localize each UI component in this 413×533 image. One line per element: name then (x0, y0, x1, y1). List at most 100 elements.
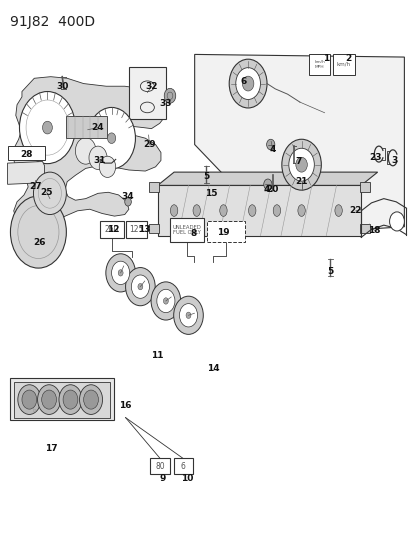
Text: 2: 2 (345, 54, 351, 63)
Bar (14, 382, 110, 418)
Ellipse shape (248, 205, 255, 216)
Circle shape (107, 133, 115, 143)
Text: 13: 13 (138, 225, 150, 234)
Bar (332, 54, 355, 75)
Circle shape (295, 157, 306, 172)
Text: 6: 6 (240, 77, 247, 86)
Text: 32: 32 (145, 82, 157, 91)
Circle shape (125, 268, 155, 306)
Circle shape (75, 138, 96, 164)
Text: 260: 260 (104, 225, 119, 235)
Polygon shape (194, 54, 404, 235)
Circle shape (42, 390, 56, 409)
Text: 31: 31 (94, 156, 106, 165)
Polygon shape (157, 172, 377, 185)
Ellipse shape (273, 205, 280, 216)
Circle shape (179, 304, 197, 327)
Text: 19: 19 (216, 228, 229, 237)
Text: 15: 15 (204, 189, 217, 198)
Text: 12: 12 (107, 225, 119, 234)
Circle shape (389, 212, 404, 231)
Text: 11: 11 (150, 351, 163, 360)
Circle shape (10, 196, 66, 268)
Bar (150, 458, 170, 474)
Text: 21: 21 (294, 177, 307, 186)
Text: 28: 28 (21, 150, 33, 159)
Circle shape (164, 88, 176, 103)
Circle shape (131, 275, 149, 298)
Text: 6: 6 (180, 462, 185, 471)
Bar (174, 458, 192, 474)
Text: 18: 18 (367, 226, 380, 235)
Circle shape (38, 385, 60, 415)
Circle shape (89, 146, 107, 169)
Circle shape (124, 198, 131, 206)
Circle shape (63, 390, 78, 409)
Text: km/h: km/h (336, 62, 350, 67)
Text: km/h
MPH: km/h MPH (313, 60, 324, 69)
Circle shape (19, 92, 75, 164)
Bar (66, 116, 107, 138)
Text: b: b (33, 408, 36, 413)
Text: 23: 23 (368, 154, 381, 163)
Circle shape (185, 312, 190, 318)
Text: 24: 24 (92, 123, 104, 132)
Text: 26: 26 (33, 238, 45, 247)
Bar (125, 221, 147, 238)
Text: 33: 33 (159, 99, 172, 108)
Circle shape (118, 270, 123, 276)
Ellipse shape (170, 205, 177, 216)
Ellipse shape (297, 205, 304, 216)
Text: 29: 29 (143, 140, 155, 149)
Text: 14: 14 (207, 364, 219, 373)
Text: 4: 4 (269, 146, 275, 155)
Text: 34: 34 (121, 192, 134, 201)
Text: 30: 30 (56, 82, 68, 91)
Polygon shape (13, 77, 166, 230)
Bar (100, 221, 123, 238)
Text: 20: 20 (266, 185, 278, 194)
Text: 4: 4 (263, 185, 269, 194)
Bar (148, 223, 159, 233)
Text: 25: 25 (40, 188, 53, 197)
Circle shape (99, 156, 115, 177)
Circle shape (138, 284, 142, 290)
Polygon shape (7, 161, 45, 184)
Bar (359, 223, 369, 233)
Circle shape (157, 289, 175, 313)
Circle shape (59, 385, 82, 415)
Text: 10: 10 (180, 474, 193, 483)
Text: 80: 80 (155, 462, 164, 471)
Bar (206, 221, 244, 242)
Text: 27: 27 (29, 182, 41, 191)
Bar (157, 185, 360, 236)
Circle shape (18, 385, 41, 415)
Text: UNLEADED
FUEL ONLY: UNLEADED FUEL ONLY (172, 224, 201, 235)
Text: 16: 16 (119, 401, 131, 410)
Text: 7: 7 (294, 157, 301, 166)
Text: 5: 5 (202, 172, 209, 181)
Circle shape (83, 390, 98, 409)
Text: 125: 125 (129, 225, 143, 235)
Circle shape (33, 172, 66, 215)
Circle shape (79, 385, 102, 415)
Bar (170, 217, 203, 242)
Text: 91J82  400D: 91J82 400D (9, 14, 95, 29)
Text: 1: 1 (323, 54, 329, 63)
Circle shape (263, 179, 271, 190)
Bar (7, 146, 45, 160)
Circle shape (112, 261, 129, 285)
Circle shape (22, 390, 37, 409)
Circle shape (88, 108, 135, 169)
Ellipse shape (219, 205, 227, 216)
Bar (359, 182, 369, 192)
Circle shape (242, 76, 253, 91)
Circle shape (235, 68, 260, 100)
Text: 3: 3 (390, 156, 396, 165)
Bar (308, 54, 330, 75)
Circle shape (281, 139, 320, 190)
Circle shape (229, 59, 266, 108)
Bar (148, 182, 159, 192)
Circle shape (151, 282, 180, 320)
Circle shape (173, 296, 203, 334)
